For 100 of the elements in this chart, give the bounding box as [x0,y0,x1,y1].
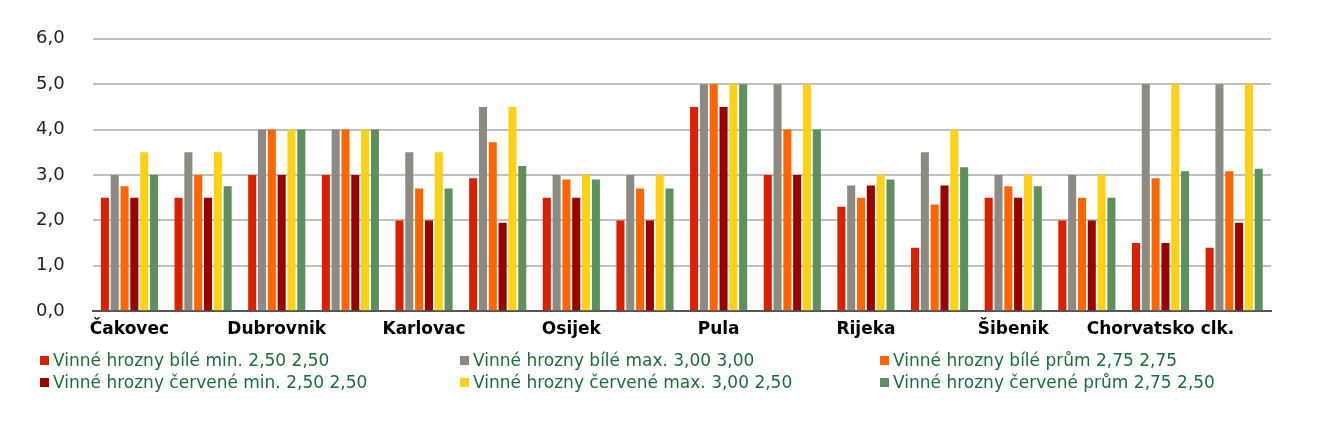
bar [508,106,517,311]
legend-label: Vinné hrozny červené max. 3,00 2,50 [473,372,793,392]
bar [1151,178,1160,311]
x-tick-label: Karlovac [382,317,466,338]
y-tick-label: 6,0 [35,26,65,48]
bar [424,220,433,311]
bar [1004,186,1013,311]
bar [636,188,645,311]
bar [444,188,453,311]
y-tick-label: 4,0 [35,117,65,139]
bar [351,175,360,311]
bar [1097,175,1106,311]
bar [886,179,895,311]
y-tick-label: 0,0 [35,298,65,320]
bar [149,175,159,311]
bar [1107,197,1116,311]
bar [1244,84,1253,311]
y-tick-label: 3,0 [35,162,65,184]
bar [297,129,306,311]
bar [552,175,561,311]
bar [783,129,792,311]
bar [940,185,949,311]
legend-label: Vinné hrozny červené prům 2,75 2,50 [893,372,1215,392]
bar [690,106,699,311]
bar [655,175,664,311]
x-tick-label: Rijeka [836,317,896,338]
bar [616,220,625,311]
y-tick-label: 2,0 [35,208,65,230]
bar [110,175,119,311]
bar [370,129,379,311]
bar [277,175,286,311]
bar [1205,247,1214,311]
bar [120,186,129,311]
bar [174,197,183,311]
bar [213,152,222,311]
bar [184,152,193,311]
bar [140,152,149,311]
bar [699,84,708,311]
bar [984,197,993,311]
x-tick-label: Pula [697,317,740,338]
bar [321,175,330,311]
bar [1254,168,1263,311]
bar [857,197,866,311]
bar [1014,197,1023,311]
bar [920,152,929,311]
bar [1141,84,1150,311]
bar [518,165,527,311]
bar [542,197,551,311]
bar [812,129,821,311]
bar [960,167,969,311]
bar [709,84,718,311]
bar [248,175,257,311]
bar [1171,84,1180,311]
x-tick-label: Dubrovnik [227,317,327,338]
bar [1077,197,1086,311]
bar [1058,220,1067,311]
legend-label: Vinné hrozny bílé max. 3,00 3,00 [473,350,755,370]
legend-label: Vinné hrozny bílé min. 2,50 2,50 [53,350,330,370]
bar [434,152,443,311]
bar [837,206,846,311]
bar [100,197,109,311]
bar [763,175,772,311]
bar [257,129,267,311]
bar [1087,220,1096,311]
bar [469,178,478,311]
bar [1215,84,1224,311]
bar [950,129,959,311]
bar [847,185,856,311]
bar [1068,175,1077,311]
x-tick-label: Chorvatsko clk. [1086,317,1235,338]
bar [866,185,875,311]
bar [341,129,350,311]
bar [773,84,782,311]
bar [994,175,1003,311]
bar [911,247,920,311]
bar [1023,175,1032,311]
legend-label: Vinné hrozny červené min. 2,50 2,50 [53,372,368,392]
bar [665,188,674,311]
bar [488,142,497,311]
bar [739,84,748,311]
bar [1161,243,1170,311]
bar [361,129,370,311]
bar [478,106,487,311]
x-tick-label: Čakovec [89,316,170,338]
bar [498,222,507,311]
y-tick-label: 5,0 [35,71,65,93]
bar [645,220,654,311]
bar [194,175,203,311]
bar [1225,171,1234,311]
bar [1235,222,1244,311]
bar [405,152,414,311]
bar [287,129,296,311]
legend-label: Vinné hrozny bílé prům 2,75 2,75 [893,350,1178,370]
bar [626,175,635,311]
bar [331,129,340,311]
bar [415,188,424,311]
bar [591,179,600,311]
bar [582,175,591,311]
bar [1181,171,1190,311]
y-tick-label: 1,0 [35,253,65,275]
